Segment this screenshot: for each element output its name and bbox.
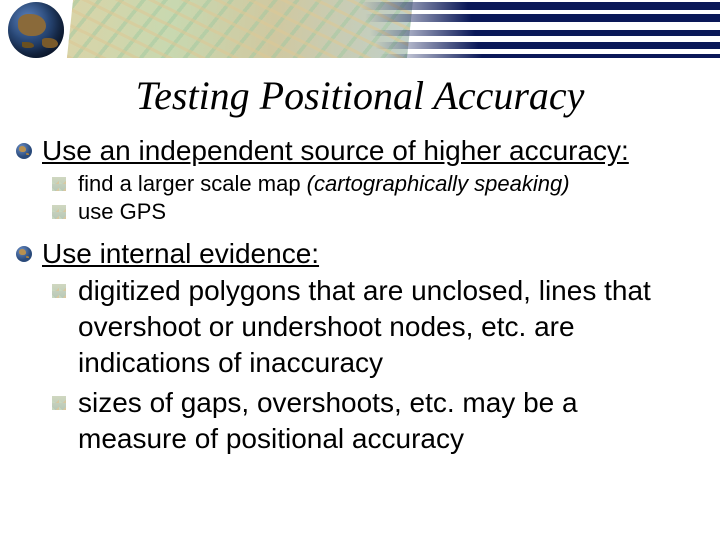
bullet-text: find a larger scale map	[78, 171, 307, 196]
map-bullet-icon	[52, 177, 66, 191]
sublist-small: find a larger scale map (cartographicall…	[78, 170, 690, 226]
slide-content: Use an independent source of higher accu…	[0, 133, 720, 456]
map-bullet-icon	[52, 396, 66, 410]
bullet-text: digitized polygons that are unclosed, li…	[78, 275, 651, 378]
globe-icon	[8, 2, 64, 58]
slide-header-graphic	[0, 0, 720, 60]
bullet-level1-item: Use internal evidence:	[42, 236, 690, 271]
bullet-level2-item: find a larger scale map (cartographicall…	[78, 170, 690, 198]
slide-title: Testing Positional Accuracy	[0, 72, 720, 119]
globe-bullet-icon	[16, 246, 32, 262]
bullet-text-italic: (cartographically speaking)	[307, 171, 570, 196]
bullet-level2-item: use GPS	[78, 198, 690, 226]
bullet-text: sizes of gaps, overshoots, etc. may be a…	[78, 387, 578, 454]
bullet-text: Use internal evidence:	[42, 238, 319, 269]
map-bullet-icon	[52, 284, 66, 298]
globe-bullet-icon	[16, 143, 32, 159]
blue-bars-graphic	[360, 0, 720, 60]
bullet-text: use GPS	[78, 199, 166, 224]
bullet-level2-item: digitized polygons that are unclosed, li…	[78, 273, 690, 380]
bullet-level2-item: sizes of gaps, overshoots, etc. may be a…	[78, 385, 690, 457]
map-bullet-icon	[52, 205, 66, 219]
bullet-text: Use an independent source of higher accu…	[42, 135, 629, 166]
sublist-large: digitized polygons that are unclosed, li…	[78, 273, 690, 456]
bullet-level1-item: Use an independent source of higher accu…	[42, 133, 690, 168]
